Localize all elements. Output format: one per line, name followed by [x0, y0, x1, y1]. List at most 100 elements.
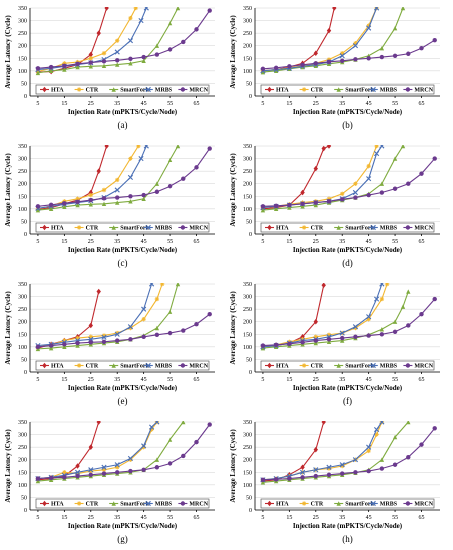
x-tick-label: 65	[419, 377, 425, 383]
data-point	[406, 289, 411, 294]
panel-label: (g)	[117, 534, 128, 544]
x-tick-label: 45	[141, 515, 147, 521]
data-point	[88, 64, 93, 69]
y-axis-title: Average Latency (Cycle)	[229, 291, 237, 365]
x-tick-label: 15	[286, 239, 292, 245]
data-point	[96, 421, 101, 425]
series-line	[37, 313, 211, 348]
series-line	[37, 424, 211, 480]
x-axis-title: Injection Rate (mPKTS/Cycle/Node)	[293, 522, 403, 530]
data-point	[326, 472, 332, 477]
series-line	[37, 283, 179, 350]
data-point	[128, 15, 133, 21]
legend-marker	[370, 362, 376, 369]
data-point	[114, 187, 120, 193]
data-point	[366, 317, 371, 322]
data-point	[373, 426, 380, 433]
y-tick-label: 300	[18, 157, 27, 163]
x-tick-label: 45	[366, 101, 372, 107]
legend-label: HTA	[51, 364, 64, 370]
y-tick-label: 250	[18, 31, 27, 37]
y-tick-label: 350	[18, 144, 27, 150]
data-point	[35, 478, 41, 484]
data-point	[128, 194, 133, 199]
data-point	[175, 7, 181, 11]
data-point	[141, 306, 147, 312]
data-point	[128, 56, 133, 61]
series-mrcn	[260, 296, 437, 348]
legend-label: MRCN	[414, 502, 433, 508]
data-point	[88, 340, 93, 345]
legend-label: MRCN	[414, 364, 433, 370]
data-point	[273, 477, 279, 482]
legend-marker	[42, 500, 47, 507]
y-tick-label: 150	[18, 56, 27, 62]
x-axis-title: Injection Rate (mPKTS/Cycle/Node)	[293, 246, 403, 254]
x-tick-label: 45	[366, 515, 372, 521]
data-point	[260, 477, 266, 483]
x-tick-label: 65	[419, 515, 425, 521]
data-point	[48, 202, 54, 208]
data-point	[115, 200, 120, 205]
data-point	[352, 189, 359, 196]
series-smartfork	[260, 421, 411, 485]
data-point	[432, 37, 437, 43]
data-point	[88, 202, 93, 207]
y-tick-label: 300	[243, 433, 252, 439]
x-tick-label: 25	[313, 239, 319, 245]
legend-box	[260, 222, 435, 233]
data-point	[141, 467, 146, 472]
data-point	[101, 187, 107, 193]
legend-label: CTR	[86, 226, 99, 232]
y-tick-label: 50	[246, 219, 252, 225]
data-point	[101, 334, 107, 340]
x-tick-label: 45	[141, 101, 147, 107]
y-tick-label: 0	[24, 370, 27, 376]
data-point	[287, 64, 292, 69]
chart-panel-h: 0 50 100 150 200 250 300 350 5 15 25 35 45 55 65 Averag…	[229, 420, 440, 544]
data-point	[326, 145, 332, 149]
data-point	[181, 421, 186, 425]
series-mrcn	[260, 426, 437, 483]
data-point	[419, 442, 424, 447]
data-point	[352, 43, 359, 49]
y-tick-label: 250	[18, 307, 27, 313]
data-point	[75, 340, 80, 346]
data-point	[392, 462, 398, 467]
legend-label: MRBS	[380, 502, 398, 508]
data-point	[313, 200, 318, 205]
data-point	[313, 338, 318, 343]
x-axis-title: Injection Rate (mPKTS/Cycle/Node)	[68, 108, 178, 116]
legend-marker	[267, 500, 272, 507]
data-point	[366, 448, 371, 454]
data-point	[115, 177, 120, 183]
y-axis-title: Average Latency (Cycle)	[4, 153, 12, 227]
data-point	[406, 51, 411, 56]
data-point	[115, 470, 120, 475]
y-tick-label: 250	[18, 445, 27, 451]
data-point	[313, 446, 318, 453]
panel-label: (h)	[342, 534, 353, 544]
data-point	[373, 7, 380, 11]
panel-label: (d)	[342, 258, 353, 268]
data-point	[181, 453, 186, 459]
data-point	[88, 51, 93, 58]
data-point	[154, 457, 160, 462]
series-smartfork	[260, 289, 411, 351]
y-axis-title: Average Latency (Cycle)	[229, 153, 237, 227]
legend-label: SmartFork	[120, 226, 149, 232]
series-mrcn	[35, 311, 212, 350]
legend-marker	[145, 224, 151, 231]
data-point	[384, 283, 390, 287]
data-point	[353, 41, 358, 46]
data-point	[138, 17, 144, 24]
data-point	[340, 463, 345, 469]
data-point	[340, 338, 345, 343]
data-point	[321, 145, 326, 152]
data-point	[313, 473, 318, 479]
data-point	[273, 68, 279, 74]
data-point	[392, 319, 398, 324]
legend-marker	[336, 363, 341, 368]
data-point	[88, 334, 93, 339]
data-point	[75, 199, 80, 205]
